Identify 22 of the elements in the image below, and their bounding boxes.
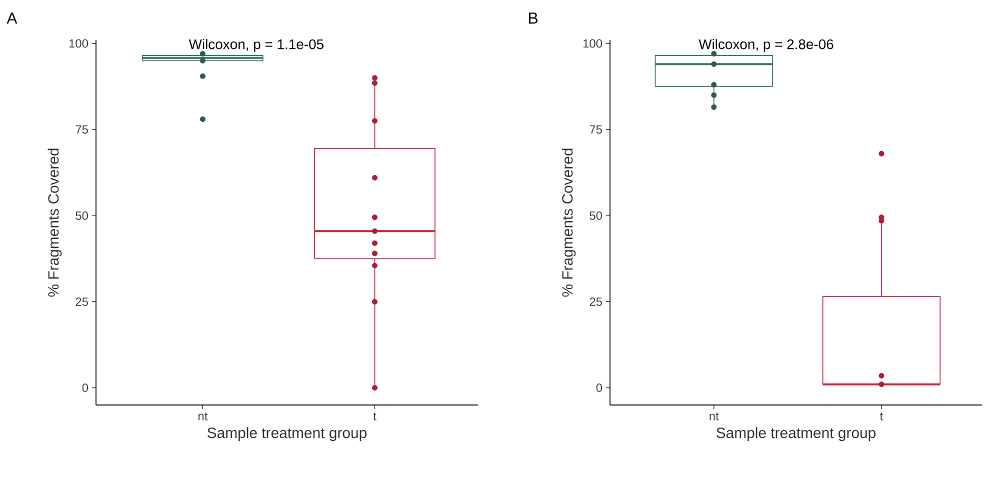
y-tick-label: 25 bbox=[76, 297, 88, 306]
y-tick-label: 75 bbox=[76, 125, 88, 134]
y-tick-label: 50 bbox=[590, 211, 602, 220]
x-axis-title: Sample treatment group bbox=[208, 427, 367, 442]
annotation: Wilcoxon, p = 1.1e-05 bbox=[188, 38, 324, 52]
y-tick-label: 100 bbox=[69, 39, 88, 48]
chart-title: B bbox=[529, 12, 538, 24]
x-tick-label: nt bbox=[710, 412, 719, 420]
x-tick-label: nt bbox=[198, 412, 208, 420]
y-tick-label: 75 bbox=[590, 125, 602, 134]
y-tick-label: 50 bbox=[76, 211, 88, 220]
y-tick-label: 0 bbox=[596, 384, 602, 392]
x-tick-label: t bbox=[373, 412, 376, 420]
y-tick-label: 100 bbox=[583, 39, 602, 48]
y-tick-label: 25 bbox=[590, 297, 602, 306]
annotation: Wilcoxon, p = 2.8e-06 bbox=[698, 38, 834, 52]
y-axis-title: % Fragments Covered bbox=[562, 148, 576, 297]
x-tick-label: t bbox=[880, 412, 884, 420]
x-axis-title: Sample treatment group bbox=[716, 427, 876, 442]
y-axis-title: % Fragments Covered bbox=[48, 148, 62, 297]
chart-title: A bbox=[6, 12, 18, 24]
y-tick-label: 0 bbox=[82, 384, 88, 392]
